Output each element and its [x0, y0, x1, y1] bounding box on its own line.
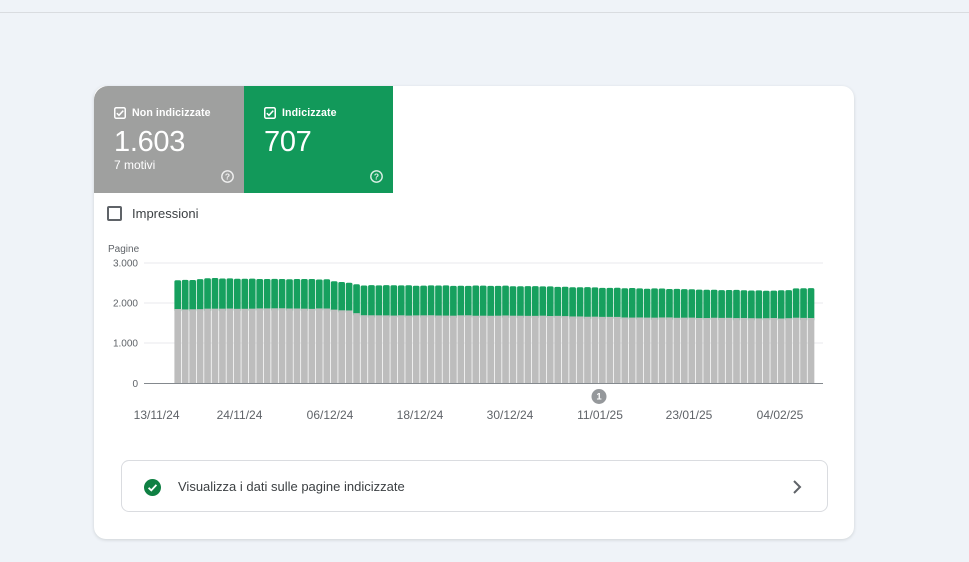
svg-text:11/01/25: 11/01/25	[577, 408, 623, 422]
svg-text:3.000: 3.000	[113, 259, 138, 270]
svg-text:1.000: 1.000	[113, 339, 138, 350]
svg-text:0: 0	[132, 379, 138, 390]
svg-text:04/02/25: 04/02/25	[757, 408, 804, 422]
svg-text:30/12/24: 30/12/24	[487, 408, 534, 422]
svg-text:23/01/25: 23/01/25	[666, 408, 713, 422]
svg-text:18/12/24: 18/12/24	[397, 408, 444, 422]
svg-text:13/11/24: 13/11/24	[134, 408, 180, 422]
svg-text:?: ?	[374, 171, 379, 181]
svg-text:06/12/24: 06/12/24	[307, 408, 354, 422]
svg-text:Pagine: Pagine	[108, 244, 140, 255]
svg-text:?: ?	[225, 171, 230, 181]
svg-text:2.000: 2.000	[113, 299, 138, 310]
svg-text:24/11/24: 24/11/24	[217, 408, 263, 422]
svg-text:1: 1	[596, 392, 602, 403]
